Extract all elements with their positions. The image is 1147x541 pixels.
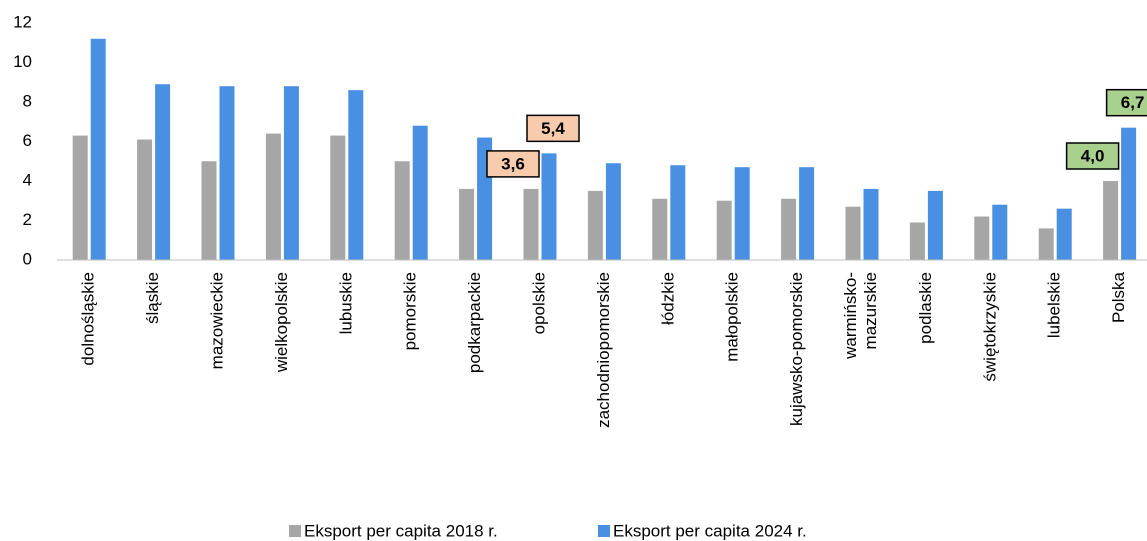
bar (1121, 127, 1137, 260)
bar (201, 161, 217, 260)
bar (909, 222, 925, 260)
x-tick-label: łódzkie (658, 272, 677, 325)
x-tick-label-line: warmińsko- (841, 272, 860, 360)
bar (1038, 228, 1054, 260)
x-tick-label: świętokrzyskie (980, 272, 999, 382)
bar (845, 206, 861, 260)
value-label-box (1105, 88, 1147, 117)
x-tick-label-line: mazurskie (861, 272, 880, 349)
bar (652, 198, 668, 260)
value-label: 5,4 (541, 119, 565, 138)
x-tick-label: zachodniopomorskie (594, 272, 613, 428)
bar (734, 167, 750, 260)
x-tick-label: śląskie (143, 272, 162, 324)
x-tick-label: lubuskie (336, 272, 355, 334)
bar (974, 216, 990, 260)
y-tick-label: 2 (23, 210, 32, 229)
x-tick-label: Polska (1109, 271, 1128, 323)
x-tick-label: lubelskie (1045, 272, 1064, 338)
bar (927, 190, 943, 260)
bar (348, 90, 364, 261)
x-tick-label: dolnośląskie (79, 272, 98, 366)
value-label: 6,7 (1121, 93, 1145, 112)
bar (283, 86, 299, 260)
value-label-box (526, 114, 580, 143)
bar (863, 188, 879, 260)
bar (587, 190, 603, 260)
bar (265, 133, 281, 260)
y-tick-label: 12 (13, 12, 32, 31)
bar (330, 135, 346, 260)
value-label-box (1065, 142, 1120, 170)
bar (137, 139, 153, 260)
bar (155, 84, 171, 260)
value-label-box (486, 150, 540, 178)
x-tick-label: wielkopolskie (272, 272, 291, 373)
bar (90, 38, 106, 260)
y-tick-label: 8 (23, 91, 32, 110)
bar (72, 135, 88, 260)
bar (459, 188, 475, 260)
legend-label: Eksport per capita 2024 r. (613, 521, 807, 540)
value-label: 3,6 (501, 154, 525, 173)
x-tick-label: pomorskie (401, 272, 420, 350)
bar (412, 125, 428, 260)
x-tick-label: kujawsko-pomorskie (787, 272, 806, 426)
legend-label: Eksport per capita 2018 r. (304, 521, 498, 540)
bar (219, 86, 235, 260)
bar (781, 198, 797, 260)
bar (541, 153, 557, 260)
y-tick-label: 6 (23, 131, 32, 150)
bar (605, 163, 621, 260)
y-tick-label: 0 (23, 249, 32, 268)
bar (799, 167, 815, 260)
x-tick-label: warmińsko-mazurskie (841, 272, 880, 360)
x-tick-label: mazowieckie (207, 272, 226, 369)
legend-swatch (289, 525, 301, 537)
x-tick-label: podkarpackie (465, 272, 484, 373)
bar (670, 165, 686, 260)
y-tick-label: 10 (13, 52, 32, 71)
bar (716, 200, 732, 260)
bar (1103, 181, 1119, 260)
x-tick-label: małopolskie (723, 272, 742, 362)
bar (992, 204, 1008, 260)
bar (523, 188, 539, 260)
legend-swatch (598, 525, 610, 537)
bar (394, 161, 410, 260)
x-tick-label: opolskie (529, 272, 548, 334)
x-tick-label: podlaskie (916, 272, 935, 344)
value-label: 4,0 (1081, 146, 1105, 165)
y-tick-label: 4 (23, 170, 32, 189)
bar (1056, 208, 1072, 260)
